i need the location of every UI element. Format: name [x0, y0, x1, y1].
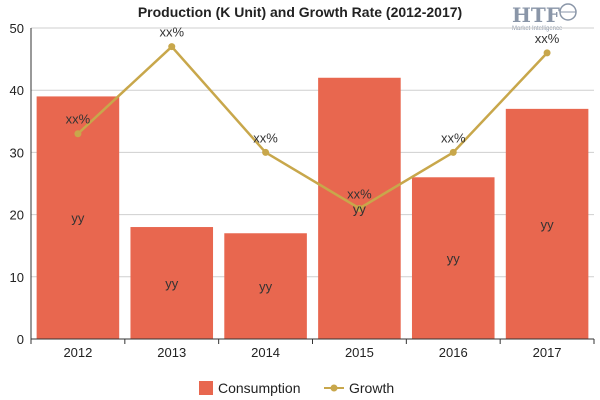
logo-subtitle: Market Intelligence [512, 26, 563, 32]
y-tick-label: 0 [17, 332, 24, 347]
y-tick-label: 20 [10, 208, 24, 223]
line-data-label: xx% [66, 112, 91, 127]
line-point [74, 130, 82, 138]
logo: HTF Market Intelligence [512, 3, 577, 32]
line-data-label: xx% [159, 25, 184, 40]
bar-data-label: yy [353, 201, 367, 216]
y-tick-label: 40 [10, 83, 24, 98]
bar [130, 227, 214, 339]
legend-consumption-swatch [199, 381, 213, 395]
line-point [449, 148, 457, 156]
logo-text: HTF [512, 3, 560, 27]
bar-data-label: yy [165, 276, 179, 291]
line-series [74, 43, 551, 212]
x-tick-label: 2014 [251, 345, 280, 360]
x-tick-label: 2013 [157, 345, 186, 360]
legend-consumption-label: Consumption [218, 380, 301, 396]
y-tick-label: 50 [10, 21, 24, 36]
line-point [543, 49, 551, 57]
bar [505, 108, 589, 339]
bar-data-label: yy [447, 251, 461, 266]
line-data-label: xx% [441, 130, 466, 145]
line-point [262, 148, 270, 156]
bar-data-label: yy [541, 217, 555, 232]
legend-growth-marker [330, 384, 338, 392]
y-tick-label: 30 [10, 145, 24, 160]
y-tick-label: 10 [10, 270, 24, 285]
y-axis: 0 10 20 30 40 50 [10, 21, 32, 347]
x-tick-label: 2016 [439, 345, 468, 360]
chart-title: Production (K Unit) and Growth Rate (201… [138, 4, 462, 20]
line-data-label: xx% [347, 186, 372, 201]
x-tick-label: 2012 [63, 345, 92, 360]
x-axis: 2012 2013 2014 2015 2016 2017 [30, 338, 595, 360]
growth-line [77, 44, 548, 210]
line-data-label: xx% [253, 130, 278, 145]
bar-data-label: yy [259, 279, 273, 294]
x-tick-label: 2015 [345, 345, 374, 360]
line-data-label: xx% [535, 31, 560, 46]
legend-growth-label: Growth [349, 380, 394, 396]
x-tick-label: 2017 [533, 345, 562, 360]
line-point [355, 204, 363, 212]
bar [224, 233, 307, 339]
bar-data-label: yy [71, 211, 85, 226]
bar-series [36, 77, 589, 339]
legend: Consumption Growth [199, 380, 394, 396]
bar [411, 177, 495, 339]
line-point [168, 43, 176, 51]
